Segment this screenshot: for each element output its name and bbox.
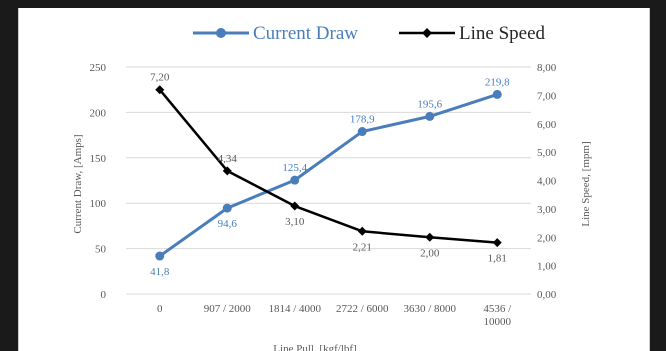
data-point bbox=[357, 127, 367, 137]
data-label: 94,6 bbox=[218, 218, 238, 230]
legend-label: Line Speed bbox=[459, 23, 546, 44]
data-label: 125,4 bbox=[282, 162, 307, 174]
chart-panel: 0 50 100 150 200 250 0,00 1,00 2,00 3,00 4,00 5,00 6… bbox=[18, 8, 650, 351]
y-tick-left-label: 50 bbox=[95, 244, 107, 256]
legend-marker bbox=[422, 28, 432, 38]
data-label: 178,9 bbox=[350, 114, 375, 126]
y-tick-left-label: 200 bbox=[90, 107, 107, 119]
data-label: 3,10 bbox=[285, 216, 305, 228]
top-bar bbox=[0, 0, 666, 8]
data-point bbox=[222, 203, 232, 213]
x-tick-label: 2722 / 6000 bbox=[336, 303, 389, 315]
y-tick-right-label: 1,00 bbox=[537, 261, 557, 273]
y-tick-left-label: 250 bbox=[90, 62, 107, 74]
y-tick-left-label: 100 bbox=[90, 198, 107, 210]
data-label: 41,8 bbox=[150, 266, 170, 278]
y-tick-right-label: 3,00 bbox=[537, 204, 557, 216]
data-point bbox=[425, 111, 435, 121]
data-point bbox=[357, 226, 367, 236]
y-tick-right-label: 4,00 bbox=[537, 176, 557, 188]
y-tick-right-label: 6,00 bbox=[537, 119, 557, 131]
y-tick-right-label: 2,00 bbox=[537, 232, 557, 244]
x-tick-label: 1814 / 4000 bbox=[268, 303, 321, 315]
data-point bbox=[492, 238, 502, 248]
data-label: 1,81 bbox=[488, 253, 507, 265]
legend-label: Current Draw bbox=[253, 23, 358, 44]
y-tick-right-label: 7,00 bbox=[537, 90, 557, 102]
data-point bbox=[290, 175, 300, 185]
y-tick-right-label: 0,00 bbox=[537, 289, 557, 301]
data-label: 2,00 bbox=[420, 247, 440, 259]
series-line-2 bbox=[158, 88, 498, 244]
data-point bbox=[155, 85, 165, 95]
data-label: 4,34 bbox=[218, 153, 238, 165]
gridlines bbox=[126, 66, 531, 295]
data-point bbox=[290, 201, 300, 211]
data-point bbox=[222, 166, 232, 176]
x-axis-title: Line Pull, [kgf/lbf] bbox=[273, 343, 356, 351]
x-tick-label: 0 bbox=[157, 303, 163, 315]
legend-marker bbox=[216, 28, 226, 38]
series-layer bbox=[155, 85, 502, 261]
y-tick-left-label: 150 bbox=[90, 153, 107, 165]
data-point bbox=[492, 89, 502, 99]
x-tick-label: 3630 / 8000 bbox=[403, 303, 456, 315]
y-tick-right-label: 8,00 bbox=[537, 62, 557, 74]
y-tick-left-label: 0 bbox=[101, 289, 107, 301]
x-tick-label: 907 / 2000 bbox=[204, 303, 252, 315]
data-label: 219,8 bbox=[485, 76, 510, 88]
axes: 0 50 100 150 200 250 0,00 1,00 2,00 3,00 4,00 5,00 6… bbox=[90, 62, 557, 328]
legend: Current Draw Line Speed bbox=[193, 23, 546, 44]
chart: 0 50 100 150 200 250 0,00 1,00 2,00 3,00 4,00 5,00 6… bbox=[72, 23, 592, 351]
data-label: 2,21 bbox=[353, 241, 372, 253]
y-axis-right-title: Line Speed, [mpm] bbox=[580, 141, 592, 226]
x-tick-label: 4536 /10000 bbox=[483, 303, 512, 328]
y-tick-right-label: 5,00 bbox=[537, 147, 557, 159]
data-labels: 41,8 94,6 125,4 178,9 195,6 219,8 7,20 4,34 3,10… bbox=[150, 72, 510, 278]
data-label: 7,20 bbox=[150, 72, 170, 84]
series-line-1 bbox=[158, 92, 498, 258]
data-point bbox=[155, 251, 165, 261]
data-label: 195,6 bbox=[417, 98, 442, 110]
data-point bbox=[425, 232, 435, 242]
y-axis-left-title: Current Draw, [Amps] bbox=[72, 134, 84, 233]
